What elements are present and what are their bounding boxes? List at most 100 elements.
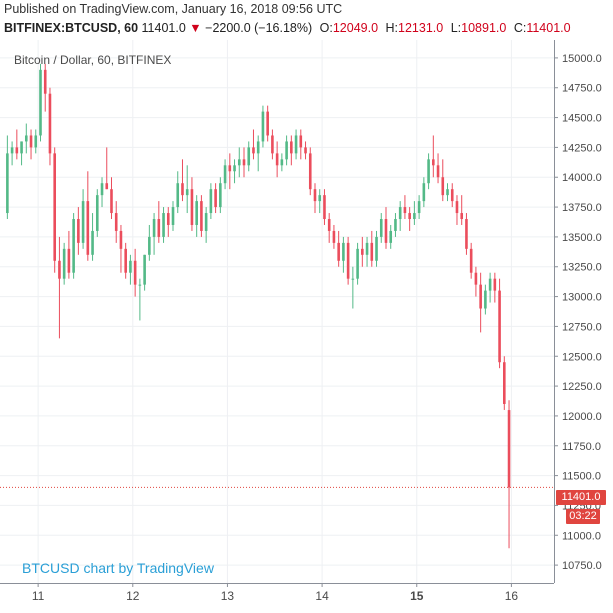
candlestick-chart[interactable]: 10750.011000.011250.011500.011750.012000… [0, 40, 613, 613]
candle-body [365, 242, 369, 255]
candle-body [171, 207, 175, 225]
candle-body [185, 189, 189, 196]
candle-body [43, 69, 47, 94]
candle-body [294, 135, 298, 154]
chart-area[interactable]: 10750.0 11000.0 11250.0 11500.0 11750.0 12000… [0, 40, 613, 613]
candle-body [77, 219, 80, 243]
y-tick-label: 13000.0 [562, 292, 602, 304]
candle-body [271, 135, 274, 154]
candle-body [266, 111, 269, 136]
published-caption: Published on TradingView.com, January 16… [4, 2, 343, 16]
candle-body [62, 248, 66, 279]
y-tick-label: 13250.0 [562, 262, 602, 274]
candle-body [81, 201, 85, 243]
candle-body [332, 230, 336, 243]
candle-body [166, 213, 170, 225]
candle-body [484, 290, 487, 309]
candle-body [24, 135, 28, 142]
candle-body [337, 242, 340, 261]
candle-body [384, 219, 388, 243]
change-value: −2200.0 (−16.18%) [205, 21, 313, 35]
candle-body [389, 230, 393, 243]
symbol-label: BITFINEX:BTCUSD, 60 [4, 21, 139, 35]
candle-body [379, 219, 383, 237]
candle-body [190, 189, 194, 225]
candle-body [124, 248, 127, 273]
candle-body [498, 290, 501, 363]
close-value: 11401.0 [526, 21, 571, 35]
candle-body [252, 147, 255, 154]
candle-body [72, 219, 75, 273]
candle-body [361, 248, 364, 255]
y-tick-label: 12500.0 [562, 351, 602, 363]
candle-body [370, 242, 374, 261]
candle-body [474, 272, 478, 285]
candle-body [308, 153, 312, 190]
candle-body [200, 201, 203, 231]
candle-body [157, 219, 161, 237]
candle-body [58, 260, 61, 279]
candle-body [119, 230, 123, 249]
candle-body [342, 242, 345, 261]
candle-body [422, 183, 426, 202]
candle-body [313, 189, 317, 202]
y-tick-label: 15000.0 [562, 53, 602, 65]
candle-body [507, 410, 511, 488]
high-value: 12131.0 [398, 21, 444, 35]
x-tick-label: 12 [126, 589, 140, 603]
candle-body [214, 189, 217, 208]
y-tick-label: 11500.0 [562, 471, 601, 483]
candle-body [351, 278, 355, 280]
candle-body [441, 177, 445, 196]
close-label: C: [513, 21, 527, 35]
candle-body [223, 165, 227, 184]
x-tick-label: 11 [32, 589, 45, 603]
candle-body [479, 284, 482, 309]
candle-body [256, 141, 260, 154]
candle-body [53, 153, 56, 261]
candle-body [469, 248, 473, 273]
candle-body [209, 189, 213, 214]
x-tick-label: 14 [315, 589, 329, 603]
y-tick-label: 10750.0 [562, 560, 602, 572]
candle-body [233, 165, 236, 172]
candle-body [493, 278, 497, 291]
candle-body [318, 195, 322, 202]
candle-body [304, 147, 307, 154]
candle-body [162, 213, 165, 237]
candle-body [95, 195, 99, 231]
y-tick-label: 11000.0 [562, 530, 601, 542]
candle-body [34, 135, 38, 148]
low-value: 10891.0 [461, 21, 507, 35]
candle-body [105, 183, 109, 190]
plot-background [0, 40, 554, 583]
candle-body [455, 201, 459, 214]
x-tick-label: 16 [505, 589, 519, 603]
candle-body [48, 93, 52, 154]
candle-body [503, 362, 506, 404]
y-tick-label: 14000.0 [562, 172, 602, 184]
candle-body [148, 236, 151, 255]
chart-title: Bitcoin / Dollar, 60, BITFINEX [14, 53, 172, 67]
y-tick-label: 12250.0 [562, 381, 602, 393]
last-price-tag: 11401.0 [556, 490, 606, 505]
open-value: 12049.0 [332, 21, 379, 35]
candle-body [242, 159, 246, 166]
candle-body [237, 159, 241, 166]
x-tick-label: 15 [410, 589, 424, 603]
symbol-ohlc-bar: BITFINEX:BTCUSD, 60 11401.0 ▼ −2200.0 (−… [4, 21, 571, 35]
candle-body [403, 207, 407, 214]
candle-body [427, 159, 430, 184]
candle-body [181, 183, 184, 196]
candle-body [460, 213, 464, 220]
candle-body [323, 195, 326, 220]
candle-body [20, 141, 23, 154]
candle-body [152, 219, 156, 237]
candle-body [398, 207, 402, 220]
y-tick-label: 13500.0 [562, 232, 602, 244]
tradingview-watermark[interactable]: BTCUSD chart by TradingView [22, 560, 214, 576]
candle-body [432, 159, 435, 166]
candle-body [176, 183, 180, 208]
candle-body [356, 248, 359, 279]
candle-body [446, 189, 449, 196]
